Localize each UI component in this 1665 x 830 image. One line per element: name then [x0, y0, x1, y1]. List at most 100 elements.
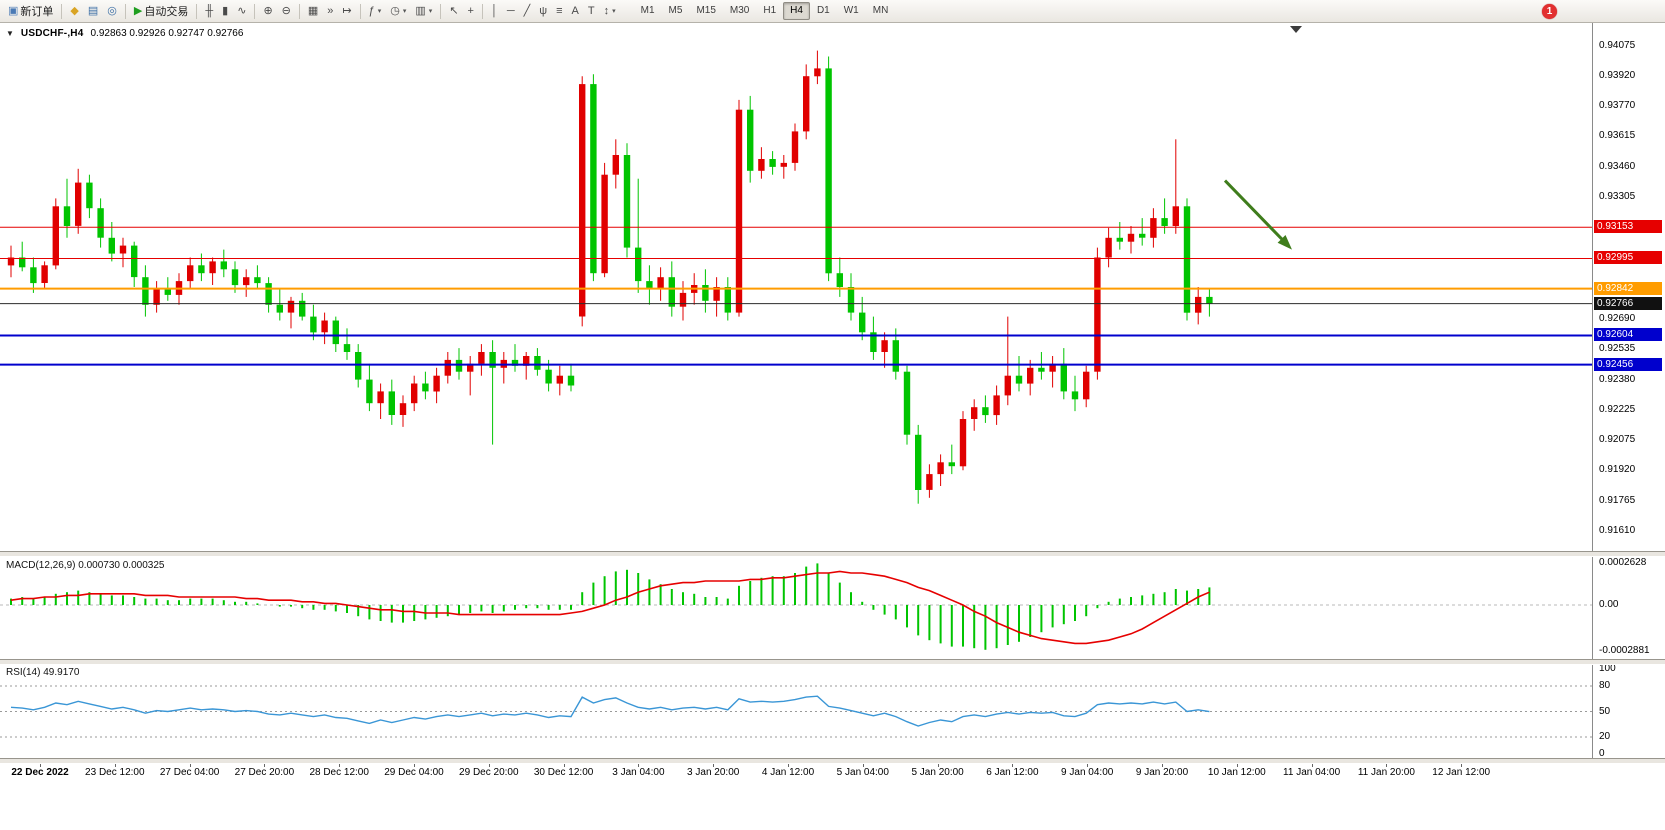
toolbar: ▣ 新订单 ◆ ▤ ◎ ▶ 自动交易 ╫ ▮ ∿ ⊕ ⊖ ▦» ↦ ƒ ▾ ◷ ▾ ▥ ▾ ↖ + │ ─ ╱ ψ ≡ A T ↕ ▾ M1…	[0, 0, 1665, 23]
templates-dropdown-icon[interactable]: ▾	[428, 8, 433, 15]
bar-chart-button[interactable]: ╫	[201, 1, 217, 21]
price-badge-0.92766: 0.92766	[1594, 297, 1662, 310]
time-tick	[189, 763, 191, 767]
ohlc-values: 0.92863 0.92926 0.92747 0.92766	[90, 28, 244, 39]
chart-shift-marker[interactable]	[1290, 26, 1302, 33]
symbol-title: USDCHF-,H4	[20, 28, 84, 39]
price-axis[interactable]: 0.94075 0.93920 0.93770 0.93615 0.93460 0.933…	[1592, 23, 1665, 762]
timeframe-mn-button[interactable]: MN	[872, 5, 889, 16]
timeframe-w1-button[interactable]: W1	[843, 5, 859, 16]
market-watch-icon: ▤	[87, 4, 99, 17]
time-axis-label: 22 Dec 2022	[11, 767, 69, 778]
auto-scroll-button[interactable]: »	[323, 1, 337, 21]
chart-shift-button[interactable]: ↦	[338, 1, 355, 21]
timeframe-m15-button[interactable]: M15	[696, 5, 716, 16]
time-axis-label: 23 Dec 12:00	[85, 767, 145, 778]
periods-button[interactable]: ◷ ▾	[386, 1, 410, 21]
time-axis-label: 30 Dec 12:00	[533, 767, 594, 778]
arrows-button[interactable]: ↕ ▾	[600, 1, 620, 21]
periods-dropdown-icon[interactable]: ▾	[402, 8, 407, 15]
indicators-button[interactable]: ƒ ▾	[365, 1, 386, 21]
auto-scroll-icon: »	[327, 4, 334, 17]
zoom-out-button[interactable]: ⊖	[278, 1, 295, 21]
time-tick	[1236, 763, 1238, 767]
time-tick	[862, 763, 864, 767]
indicators-dropdown-icon[interactable]: ▾	[377, 8, 382, 15]
timeframe-h4-button[interactable]: H4	[783, 2, 810, 20]
cycle-lines-button[interactable]: ≡	[552, 1, 566, 21]
zoom-in-button[interactable]: ⊕	[259, 1, 276, 21]
time-tick	[488, 763, 490, 767]
timeframe-h1-button[interactable]: H1	[763, 5, 777, 16]
templates-button[interactable]: ▥ ▾	[411, 1, 436, 21]
metaeditor-button[interactable]: ◆	[66, 1, 82, 21]
macd-pane[interactable]	[0, 557, 1592, 659]
market-watch-button[interactable]: ▤	[84, 1, 102, 21]
text-button[interactable]: A	[568, 1, 583, 21]
time-axis-label: 6 Jan 12:00	[986, 767, 1039, 778]
price-axis-label: 0.91765	[1599, 495, 1636, 506]
auto-trading-button[interactable]: ▶ 自动交易	[130, 1, 192, 21]
rsi-axis-label: 0	[1599, 748, 1605, 759]
candlestick-chart-button[interactable]: ▮	[218, 1, 232, 21]
auto-trading-label: 自动交易	[144, 6, 189, 18]
pane-separator	[0, 758, 1665, 764]
toolbar-separator	[359, 3, 361, 19]
horizontal-line-button[interactable]: ─	[503, 1, 519, 21]
notification-badge[interactable]: 1	[1542, 3, 1557, 19]
price-axis-label: 0.92075	[1599, 434, 1636, 445]
toolbar-separator	[481, 3, 483, 19]
rsi-axis-label: 80	[1599, 680, 1611, 691]
line-chart-icon: ∿	[237, 4, 247, 17]
time-axis-label: 9 Jan 20:00	[1135, 767, 1189, 778]
time-axis-label: 10 Jan 12:00	[1207, 767, 1266, 778]
navigator-icon: ◎	[107, 4, 117, 17]
new-order-button[interactable]: ▣ 新订单	[4, 1, 57, 21]
timeframe-m30-button[interactable]: M30	[729, 5, 750, 16]
time-tick	[414, 763, 415, 767]
trend-arrow-head[interactable]	[1277, 235, 1292, 250]
line-chart-button[interactable]: ∿	[233, 1, 250, 21]
rsi-pane[interactable]	[0, 665, 1592, 758]
trend-arrow[interactable]	[1223, 179, 1287, 245]
navigator-button[interactable]: ◎	[103, 1, 121, 21]
auto-trading-icon: ▶	[133, 4, 143, 17]
toolbar-separator	[124, 3, 126, 19]
collapse-chart-icon[interactable]: ▼	[6, 29, 14, 38]
zoom-out-icon: ⊖	[281, 4, 291, 17]
tile-windows-button[interactable]: ▦	[304, 1, 322, 21]
time-axis-label: 29 Dec 04:00	[384, 767, 444, 778]
time-axis-label: 27 Dec 20:00	[234, 767, 295, 778]
time-axis-label: 5 Jan 20:00	[911, 767, 964, 778]
text-icon: A	[571, 4, 579, 17]
price-axis-label: 0.92380	[1599, 374, 1636, 385]
pane-separator[interactable]	[0, 551, 1665, 557]
tile-windows-icon: ▦	[307, 4, 319, 17]
price-axis-label: 0.92690	[1599, 313, 1636, 324]
time-tick	[339, 763, 341, 767]
time-tick	[264, 763, 266, 767]
crosshair-button[interactable]: +	[464, 1, 478, 21]
time-tick	[40, 763, 41, 767]
cursor-icon: ↖	[449, 4, 459, 17]
vertical-line-button[interactable]: │	[487, 1, 502, 21]
arrows-dropdown-icon[interactable]: ▾	[612, 8, 616, 15]
timeframe-m1-button[interactable]: M1	[640, 5, 655, 16]
horizontal-line-icon: ─	[506, 4, 515, 17]
pane-separator[interactable]	[0, 659, 1665, 665]
text-label-button[interactable]: T	[584, 1, 599, 21]
metaeditor-icon: ◆	[70, 4, 79, 17]
bar-chart-icon: ╫	[205, 4, 214, 17]
cursor-button[interactable]: ↖	[445, 1, 462, 21]
price-axis-label: 0.92535	[1599, 343, 1636, 354]
time-axis[interactable]: 22 Dec 2022 23 Dec 12:00 27 Dec 04:00 27 De…	[0, 762, 1592, 782]
main-price-chart[interactable]	[0, 23, 1592, 551]
indicators-icon: ƒ	[368, 4, 375, 17]
zoom-in-icon: ⊕	[263, 4, 273, 17]
vertical-line-icon: │	[490, 4, 498, 17]
trendline-button[interactable]: ╱	[520, 1, 535, 21]
timeframe-d1-button[interactable]: D1	[816, 5, 830, 16]
timeframe-m5-button[interactable]: M5	[668, 5, 683, 16]
fibonacci-button[interactable]: ψ	[535, 1, 551, 21]
